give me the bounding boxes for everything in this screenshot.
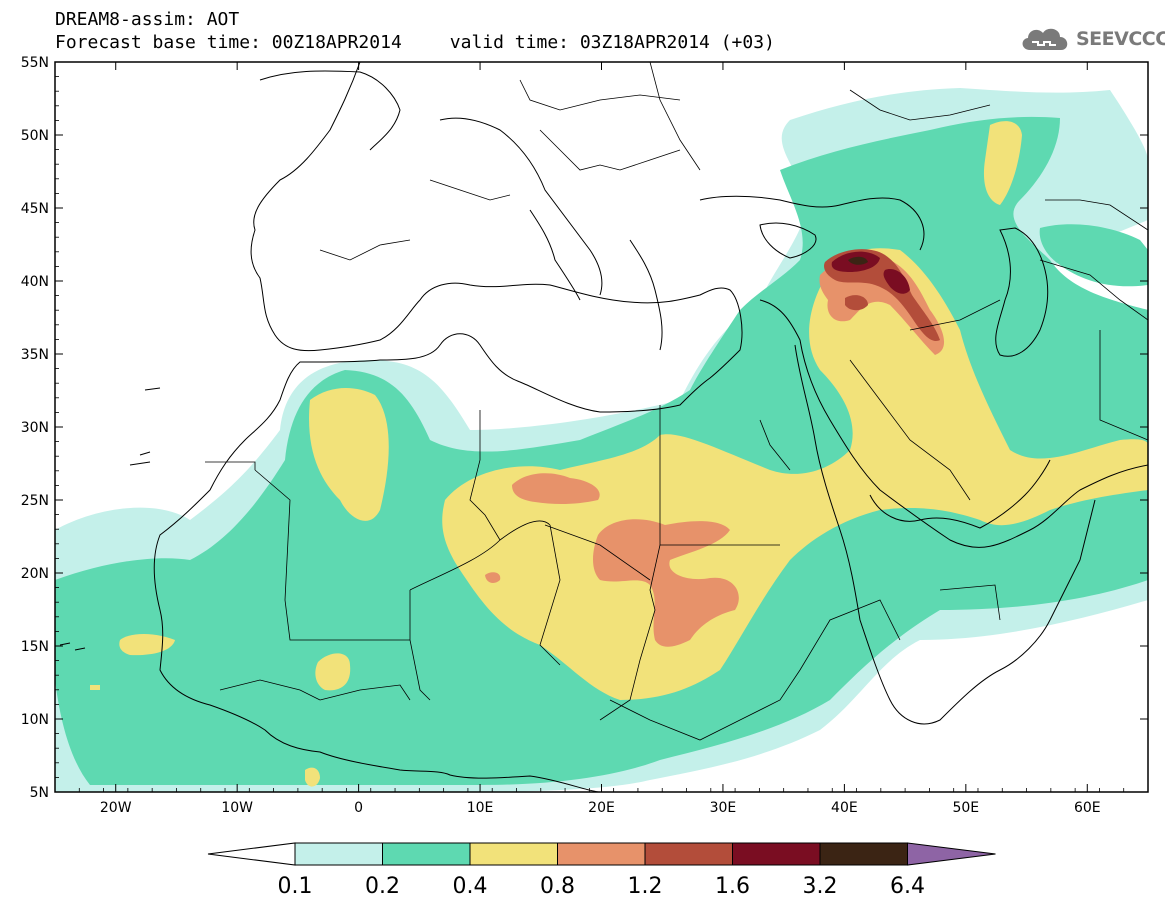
colorbar-over-triangle — [907, 842, 996, 866]
colorbar-segment — [382, 842, 471, 866]
colorbar-segment — [819, 842, 908, 866]
colorbar-label: 0.1 — [278, 874, 313, 899]
lat-label: 10N — [21, 712, 49, 728]
lat-label: 50N — [21, 128, 49, 144]
colorbar-label: 1.2 — [628, 874, 663, 899]
lon-label: 40E — [831, 800, 858, 816]
valid-time: valid time: 03Z18APR2014 (+03) — [449, 32, 775, 53]
lat-label: 20N — [21, 566, 49, 582]
cloud-icon — [1022, 28, 1068, 50]
aot-0.4-layer — [90, 121, 1148, 787]
logo-text: SEEVCCC — [1076, 28, 1165, 50]
map-frame: 5N 10N 15N 20N 25N 30N 35N 40N 45N 50N 55N 20W 10W 0… — [21, 55, 1149, 816]
lon-label: 20W — [100, 800, 132, 816]
plot-times: Forecast base time: 00Z18APR2014 valid ti… — [55, 33, 775, 53]
lat-label: 25N — [21, 493, 49, 509]
colorbar-label: 3.2 — [803, 874, 838, 899]
colorbar: 0.1 0.2 0.4 0.8 1.2 1.6 3.2 6.4 — [207, 842, 996, 899]
lat-label: 30N — [21, 420, 49, 436]
colorbar-segment — [557, 842, 646, 866]
coastlines — [59, 62, 1148, 792]
lon-label: 20E — [588, 800, 615, 816]
plot-title: DREAM8-assim: AOT — [55, 9, 240, 30]
colorbar-label: 6.4 — [890, 874, 925, 899]
lon-label: 10E — [467, 800, 494, 816]
colorbar-label: 0.8 — [540, 874, 575, 899]
colorbar-under-triangle — [207, 842, 296, 866]
colorbar-label: 1.6 — [715, 874, 750, 899]
aot-1.2-layer — [824, 249, 940, 341]
seevccc-logo: SEEVCCC — [1018, 22, 1165, 56]
lon-label: 60E — [1074, 800, 1101, 816]
lon-label: 0 — [354, 800, 363, 816]
lon-label: 30E — [710, 800, 737, 816]
lon-label: 10W — [221, 800, 253, 816]
lat-label: 45N — [21, 201, 49, 217]
colorbar-segment — [294, 842, 383, 866]
colorbar-label: 0.4 — [453, 874, 488, 899]
colorbar-label: 0.2 — [365, 874, 400, 899]
lat-label: 40N — [21, 274, 49, 290]
colorbar-segment — [644, 842, 733, 866]
base-time: Forecast base time: 00Z18APR2014 — [55, 32, 402, 53]
lon-label: 50E — [952, 800, 979, 816]
aot-3.2-layer — [848, 256, 868, 265]
lat-label: 5N — [30, 785, 49, 801]
longitude-ticks: 20W 10W 0 10E 20E 30E 40E 50E 60E — [54, 62, 1149, 816]
colorbar-segment — [732, 842, 821, 866]
country-borders — [205, 62, 1148, 741]
latitude-ticks: 5N 10N 15N 20N 25N 30N 35N 40N 45N 50N 55N — [21, 55, 1148, 801]
lat-label: 55N — [21, 55, 49, 71]
lat-label: 35N — [21, 347, 49, 363]
colorbar-segment — [469, 842, 558, 866]
lat-label: 15N — [21, 639, 49, 655]
aot-fields — [55, 62, 1148, 792]
